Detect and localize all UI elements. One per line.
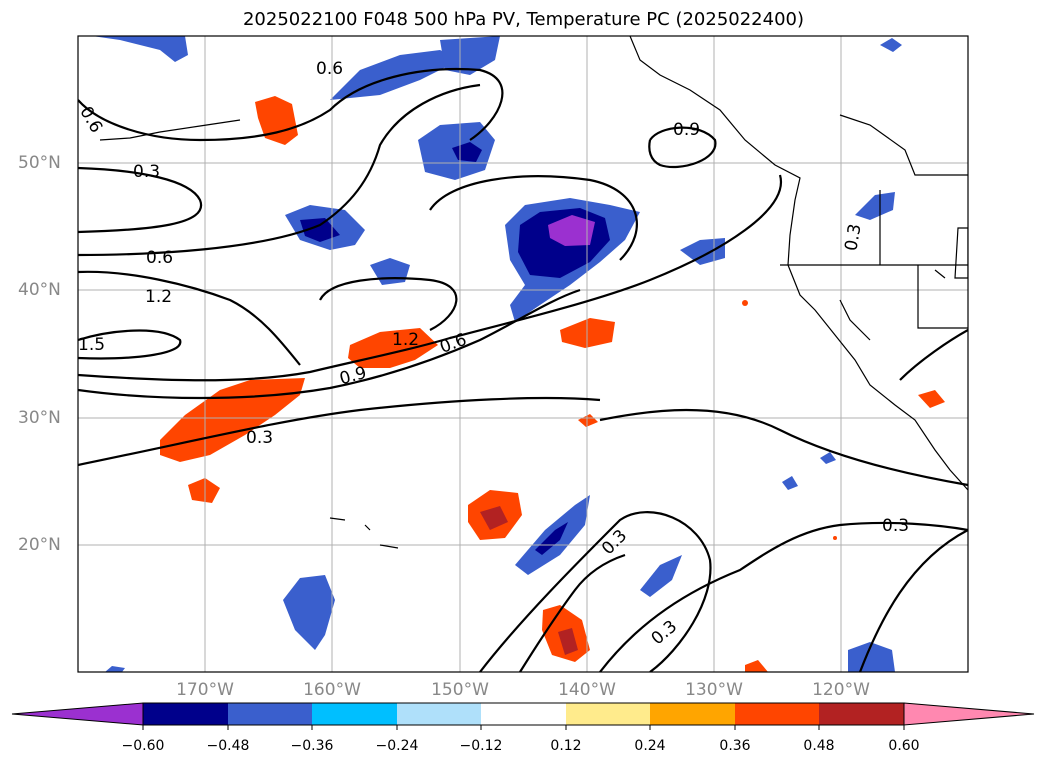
lon-label: 160°W [303,680,361,700]
lat-label: 50°N [18,153,61,173]
lon-label: 140°W [558,680,616,700]
lon-label: 170°W [176,680,234,700]
colorbar-segment [735,703,819,725]
colorbar-tick-label: 0.12 [550,738,582,754]
contour-label: 0.3 [246,428,273,448]
contour-label: 0.3 [648,616,682,649]
lat-label: 40°N [18,280,61,300]
colorbar-tick-label: −0.12 [459,738,503,754]
colorbar-tick-label: −0.24 [375,738,419,754]
colorbar-extend-high [903,702,1035,726]
colorbar-segment [143,703,228,725]
map-frame [77,35,969,673]
colorbar-segment [397,703,481,725]
colorbar-segment [650,703,735,725]
gridlines [78,36,968,672]
lat-label: 30°N [18,408,61,428]
contour-label: 0.3 [598,526,631,559]
colorbar-tick-label: 0.24 [634,738,666,754]
colorbar-segment [481,703,566,725]
contour-label: 1.2 [392,330,419,350]
contour-label: 0.6 [316,59,343,79]
colorbar [11,702,1035,730]
contour-label: 0.6 [75,103,106,136]
pv-contours [78,67,968,672]
lon-label: 150°W [431,680,489,700]
colorbar-tick-label: −0.36 [290,738,334,754]
colorbar-tick-label: 0.48 [803,738,835,754]
coastlines [99,36,968,549]
contour-label: 0.6 [146,248,173,268]
colorbar-tick-label: −0.60 [121,738,165,754]
colorbar-extend-low [11,702,144,726]
colorbar-tick-label: 0.60 [888,738,920,754]
contour-label: 0.9 [673,120,700,140]
contour-label: 1.5 [78,335,105,355]
lat-label: 20°N [18,535,61,555]
blue-anomaly-patches [92,36,902,672]
contour-label: 0.3 [882,516,909,536]
contour-label: 0.3 [841,222,865,252]
colorbar-segment [819,703,904,725]
orange-anomaly-patches [160,96,945,672]
colorbar-segment [228,703,312,725]
colorbar-segment [312,703,397,725]
contour-label: 0.3 [133,162,160,182]
colorbar-tick-label: −0.48 [206,738,250,754]
map-title: 2025022100 F048 500 hPa PV, Temperature … [242,9,805,30]
lon-label: 120°W [812,680,870,700]
lon-label: 130°W [685,680,743,700]
contour-label: 1.2 [145,287,172,307]
contour-label: 0.9 [337,363,368,389]
colorbar-segment [566,703,650,725]
colorbar-tick-label: 0.36 [719,738,751,754]
